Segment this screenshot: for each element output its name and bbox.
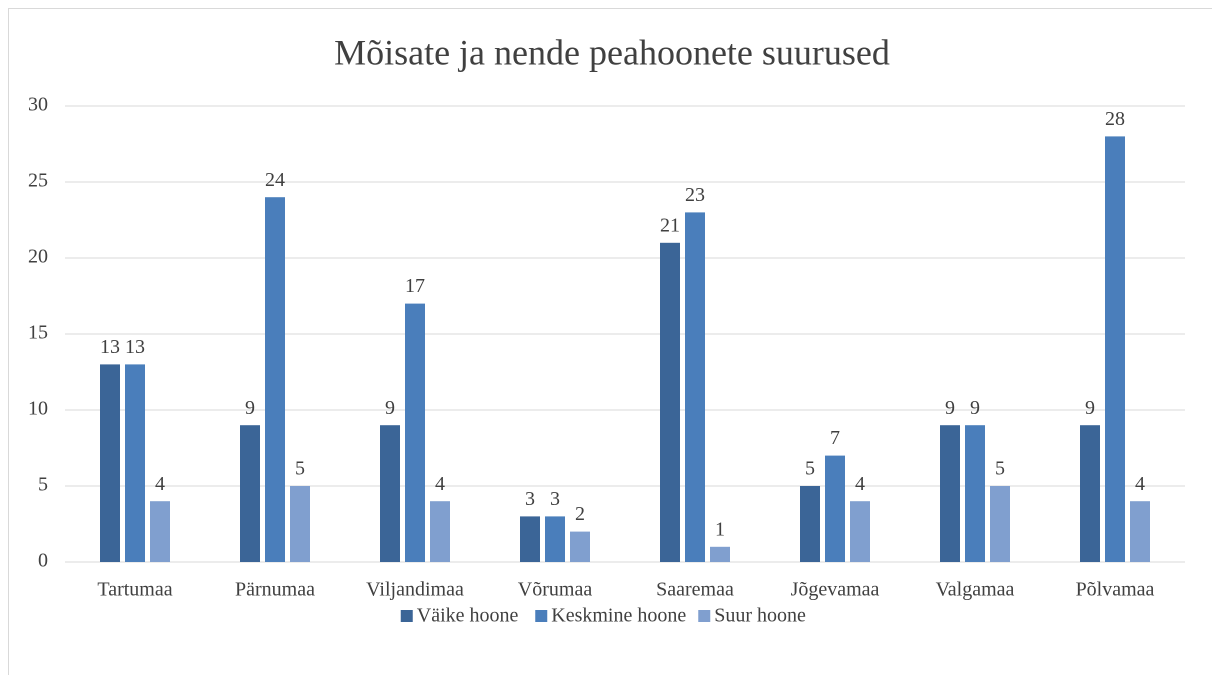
x-tick-label: Pärnumaa bbox=[235, 579, 315, 601]
x-tick-label: Põlvamaa bbox=[1076, 579, 1155, 601]
bar bbox=[240, 425, 260, 562]
bar bbox=[570, 531, 590, 562]
data-label: 5 bbox=[995, 458, 1005, 480]
bar bbox=[125, 364, 145, 562]
y-tick-label: 15 bbox=[28, 322, 48, 344]
bar bbox=[430, 501, 450, 562]
legend-label: Väike hoone bbox=[417, 605, 519, 627]
bar bbox=[1080, 425, 1100, 562]
data-label: 1 bbox=[715, 518, 725, 540]
data-label: 13 bbox=[100, 336, 120, 358]
data-label: 4 bbox=[155, 473, 165, 495]
bar bbox=[405, 303, 425, 562]
bar bbox=[660, 242, 680, 563]
x-tick-label: Valgamaa bbox=[936, 579, 1015, 601]
data-label: 9 bbox=[245, 397, 255, 419]
bar bbox=[380, 425, 400, 562]
bar bbox=[100, 364, 120, 562]
legend-label: Keskmine hoone bbox=[551, 605, 686, 627]
bar bbox=[1105, 136, 1125, 562]
bar bbox=[800, 486, 820, 562]
y-tick-label: 10 bbox=[28, 398, 48, 420]
data-label: 3 bbox=[550, 488, 560, 510]
bar bbox=[1130, 501, 1150, 562]
legend-swatch bbox=[535, 610, 548, 622]
y-tick-label: 30 bbox=[28, 94, 48, 116]
bar bbox=[990, 486, 1010, 562]
legend-swatch bbox=[698, 610, 711, 622]
data-label: 3 bbox=[525, 488, 535, 510]
x-tick-label: Viljandimaa bbox=[366, 579, 464, 601]
bar bbox=[545, 516, 565, 562]
data-label: 5 bbox=[295, 458, 305, 480]
x-tick-label: Saaremaa bbox=[656, 579, 734, 601]
chart-frame bbox=[8, 8, 1212, 675]
data-label: 5 bbox=[805, 458, 815, 480]
data-label: 9 bbox=[385, 397, 395, 419]
bar bbox=[520, 516, 540, 562]
y-tick-label: 20 bbox=[28, 246, 48, 268]
data-label: 4 bbox=[855, 473, 865, 495]
data-label: 7 bbox=[830, 427, 840, 449]
bar bbox=[825, 455, 845, 562]
bar bbox=[850, 501, 870, 562]
x-tick-label: Võrumaa bbox=[518, 579, 593, 601]
data-label: 23 bbox=[685, 184, 705, 206]
bar bbox=[965, 425, 985, 562]
x-tick-label: Jõgevamaa bbox=[791, 579, 880, 601]
y-tick-label: 25 bbox=[28, 170, 48, 192]
y-tick-label: 5 bbox=[38, 474, 48, 496]
bar bbox=[265, 197, 285, 562]
bar bbox=[940, 425, 960, 562]
data-label: 9 bbox=[970, 397, 980, 419]
legend-swatch bbox=[400, 610, 413, 622]
data-label: 9 bbox=[945, 397, 955, 419]
x-tick-label: Tartumaa bbox=[97, 579, 172, 601]
data-label: 13 bbox=[125, 336, 145, 358]
bar bbox=[150, 501, 170, 562]
chart-title: Mõisate ja nende peahoonete suurused bbox=[334, 32, 890, 72]
data-label: 4 bbox=[435, 473, 445, 495]
bar bbox=[710, 546, 730, 562]
bar bbox=[685, 212, 705, 562]
data-label: 2 bbox=[575, 503, 585, 525]
bar bbox=[290, 486, 310, 562]
y-tick-label: 0 bbox=[38, 550, 48, 572]
data-label: 28 bbox=[1105, 108, 1125, 130]
legend-label: Suur hoone bbox=[714, 605, 806, 627]
data-label: 24 bbox=[265, 169, 285, 191]
data-label: 17 bbox=[405, 275, 425, 297]
data-label: 21 bbox=[660, 214, 680, 236]
data-label: 9 bbox=[1085, 397, 1095, 419]
data-label: 4 bbox=[1135, 473, 1145, 495]
